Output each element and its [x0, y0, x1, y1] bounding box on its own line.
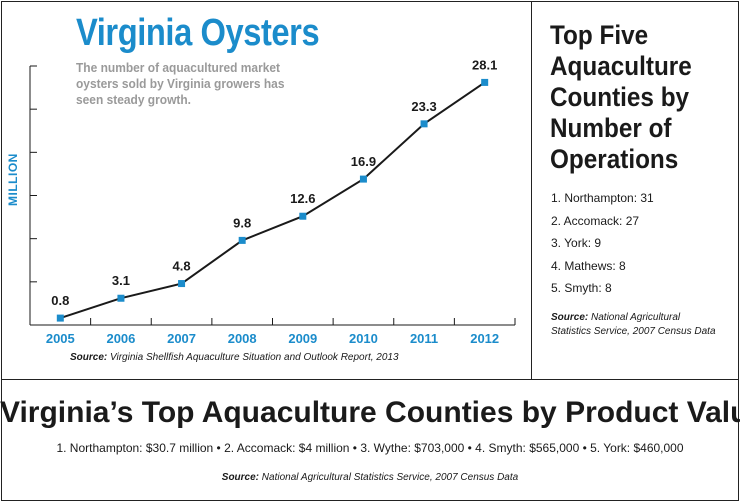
- x-tick-label: 2008: [228, 331, 257, 346]
- list-item: 4. Mathews: 8: [551, 258, 626, 273]
- data-point: [117, 294, 125, 302]
- list-item: 1. Northampton: 31: [551, 191, 654, 205]
- data-label: 28.1: [472, 57, 497, 72]
- side-source-label: Source:: [551, 312, 589, 323]
- county-operations-list: 1. Northampton: 31 2. Accomack: 27 3. Yo…: [551, 187, 654, 300]
- side-panel-source: Source: National Agricultural Statistics…: [551, 311, 721, 339]
- chart-source-text: Virginia Shellfish Aquaculture Situation…: [110, 352, 399, 363]
- x-tick-label: 2006: [106, 331, 135, 346]
- line-chart: 0.8 2005 3.1 2006 4.8 2007 9.8 2008 12.6 2009 16.9…: [29, 57, 516, 346]
- bottom-panel-source: Source: National Agricultural Statistics…: [0, 472, 740, 483]
- data-label: 16.9: [351, 154, 376, 169]
- chart-title: Virginia Oysters: [76, 12, 320, 54]
- product-value-list: 1. Northampton: $30.7 million • 2. Accom…: [56, 441, 684, 455]
- data-point: [238, 236, 246, 244]
- data-label: 4.8: [173, 259, 191, 274]
- x-tick-label: 2012: [470, 331, 499, 346]
- data-label: 0.8: [51, 293, 69, 308]
- bottom-source-text: National Agricultural Statistics Service…: [261, 472, 519, 483]
- x-tick-label: 2007: [167, 331, 196, 346]
- data-label: 3.1: [112, 273, 130, 288]
- data-label: 23.3: [411, 99, 436, 114]
- chart-subtitle: The number of aquacultured market oyster…: [76, 60, 285, 107]
- bottom-panel-title: Virginia’s Top Aquaculture Counties by P…: [0, 396, 740, 429]
- list-item: 5. Smyth: 8: [551, 281, 612, 295]
- data-point: [299, 212, 307, 220]
- data-label: 12.6: [290, 191, 315, 206]
- bottom-source-label: Source:: [221, 472, 260, 483]
- x-tick-label: 2009: [288, 331, 317, 346]
- data-label: 9.8: [233, 215, 251, 230]
- data-point: [56, 314, 64, 322]
- horizontal-divider: [1, 379, 739, 380]
- chart-source-label: Source:: [70, 352, 108, 363]
- data-point: [178, 280, 186, 288]
- side-panel-title: Top Five Aquaculture Counties by Number …: [550, 20, 692, 174]
- chart-source: Source: Virginia Shellfish Aquaculture S…: [70, 352, 399, 363]
- list-item: 3. York: 9: [551, 236, 602, 250]
- side-source-text: National Agricultural Statistics Service…: [551, 312, 716, 337]
- data-point: [359, 175, 367, 183]
- list-item: 2. Accomack: 27: [551, 213, 640, 228]
- x-tick-label: 2005: [46, 331, 75, 346]
- data-point: [481, 78, 489, 86]
- series-line: [59, 81, 486, 320]
- x-tick-label: 2010: [349, 331, 378, 346]
- vertical-divider: [531, 1, 532, 380]
- x-tick-label: 2011: [410, 331, 438, 346]
- data-point: [420, 120, 428, 128]
